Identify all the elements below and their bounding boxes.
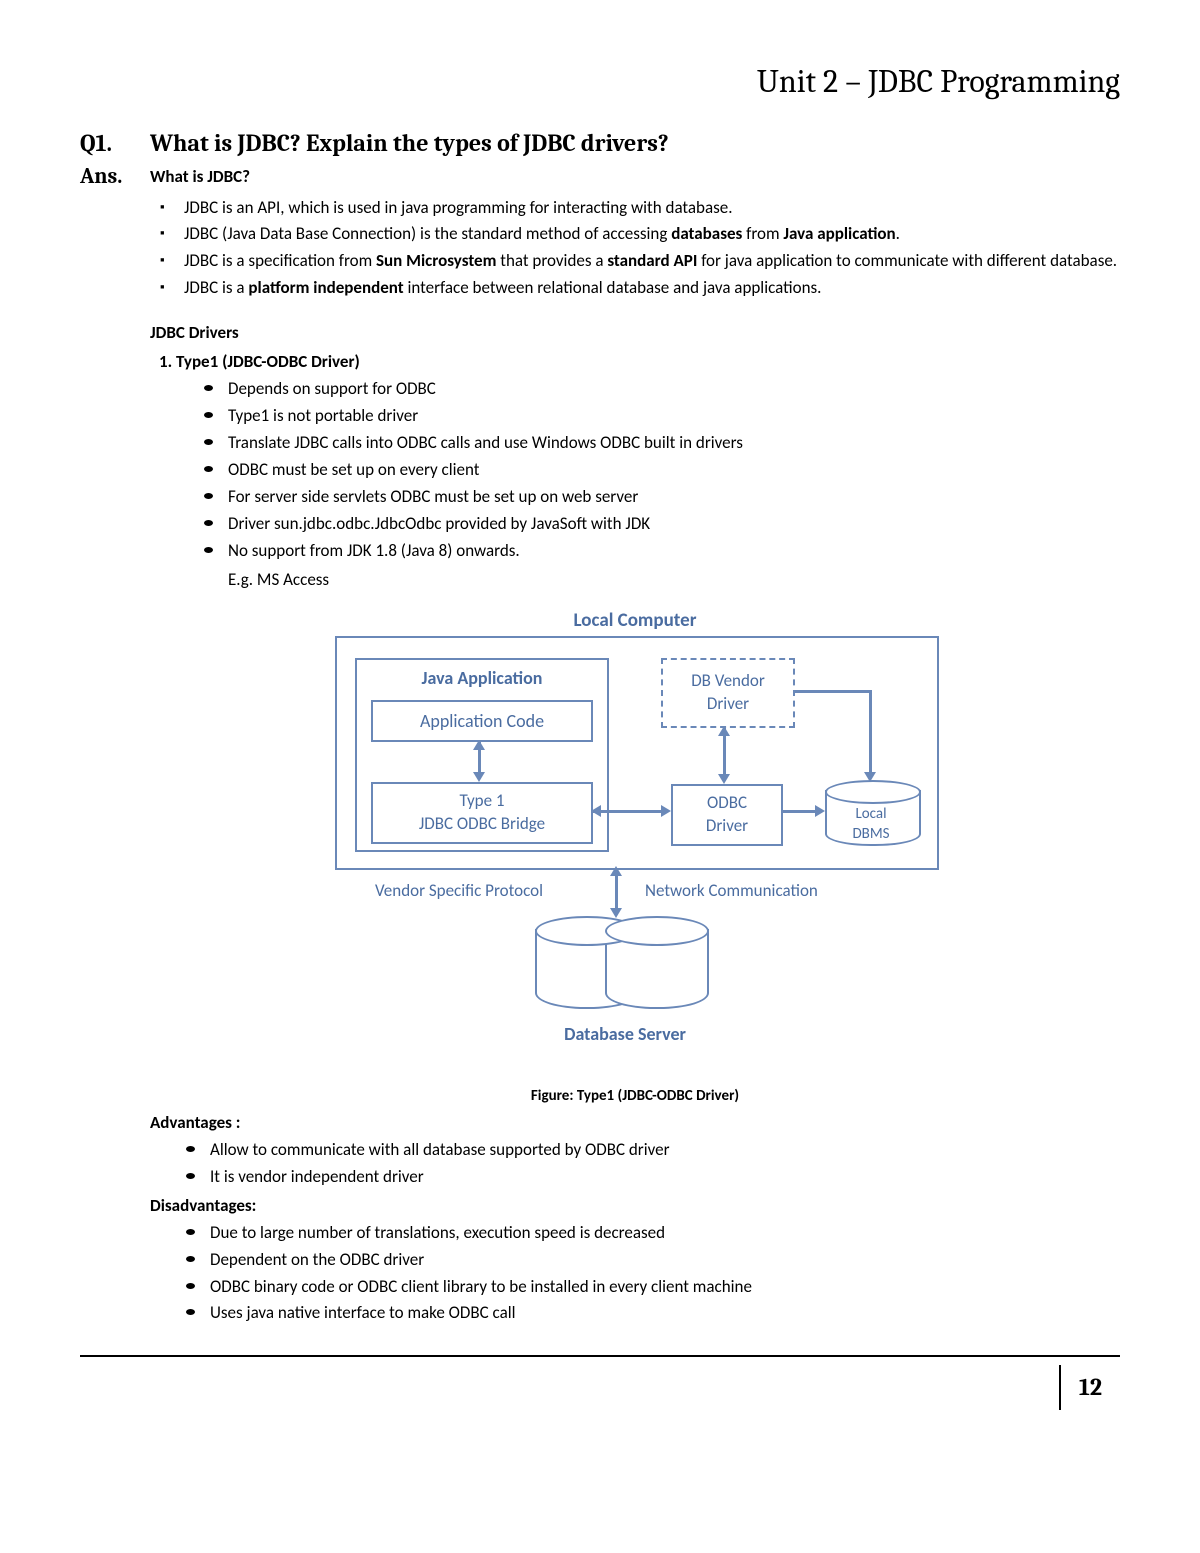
diagram-java-app-label: Java Application bbox=[357, 666, 607, 690]
text: . bbox=[896, 223, 900, 244]
list-item: Type1 is not portable driver bbox=[222, 405, 1120, 428]
list-item: Uses java native interface to make ODBC … bbox=[204, 1302, 1120, 1325]
diagram-odbc-box: ODBC Driver bbox=[671, 784, 783, 846]
drivers-heading: JDBC Drivers bbox=[150, 322, 1120, 345]
text: Driver bbox=[663, 693, 793, 716]
intro-list: JDBC is an API, which is used in java pr… bbox=[150, 197, 1120, 301]
arrow-head-icon bbox=[864, 772, 876, 782]
arrow-head-icon bbox=[610, 908, 622, 918]
arrow-head-icon bbox=[473, 740, 485, 750]
list-item: Translate JDBC calls into ODBC calls and… bbox=[222, 432, 1120, 455]
intro-item: JDBC is a platform independent interface… bbox=[178, 277, 1120, 300]
text: Type 1 bbox=[373, 790, 591, 813]
text: that provides a bbox=[496, 250, 607, 271]
list-item: Driver sun.jdbc.odbc.JdbcOdbc provided b… bbox=[222, 513, 1120, 536]
figure-wrap: Local Computer Java Application Applicat… bbox=[150, 600, 1120, 1106]
arrow-line bbox=[795, 690, 871, 693]
arrow-line bbox=[593, 810, 667, 813]
diagram-nc-label: Network Communication bbox=[645, 880, 818, 903]
bold-text: Sun Microsystem bbox=[376, 250, 496, 271]
list-item: ODBC must be set up on every client bbox=[222, 459, 1120, 482]
text: from bbox=[742, 223, 783, 244]
intro-item: JDBC (Java Data Base Connection) is the … bbox=[178, 223, 1120, 246]
text: Driver bbox=[673, 815, 781, 838]
bold-text: platform independent bbox=[248, 277, 403, 298]
what-is-jdbc-heading: What is JDBC? bbox=[150, 166, 1120, 189]
list-item: Depends on support for ODBC bbox=[222, 378, 1120, 401]
list-item: For server side servlets ODBC must be se… bbox=[222, 486, 1120, 509]
driver-types-list: Type1 (JDBC-ODBC Driver) Depends on supp… bbox=[150, 351, 1120, 591]
text: for java application to communicate with… bbox=[697, 250, 1117, 271]
text: Local bbox=[855, 805, 886, 823]
content-body: JDBC is an API, which is used in java pr… bbox=[150, 197, 1120, 1326]
diagram-bridge-box: Type 1 JDBC ODBC Bridge bbox=[371, 782, 593, 844]
arrow-head-icon bbox=[661, 805, 671, 817]
list-item: ODBC binary code or ODBC client library … bbox=[204, 1276, 1120, 1299]
intro-item: JDBC is an API, which is used in java pr… bbox=[178, 197, 1120, 220]
unit-title: Unit 2 – JDBC Programming bbox=[80, 60, 1120, 103]
arrow-head-icon bbox=[591, 805, 601, 817]
bold-text: Java application bbox=[783, 223, 895, 244]
diagram-app-code-box: Application Code bbox=[371, 700, 593, 742]
bold-text: standard API bbox=[607, 250, 697, 271]
list-item: It is vendor independent driver bbox=[204, 1166, 1120, 1189]
question-row: Q1. What is JDBC? Explain the types of J… bbox=[80, 127, 1120, 159]
diagram-db-server-label: Database Server bbox=[525, 1022, 725, 1046]
text: JDBC ODBC Bridge bbox=[373, 813, 591, 836]
advantages-heading: Advantages : bbox=[150, 1112, 1120, 1135]
text: DB Vendor bbox=[663, 670, 793, 693]
page-footer: 12 bbox=[80, 1355, 1120, 1409]
intro-item: JDBC is a specification from Sun Microsy… bbox=[178, 250, 1120, 273]
list-item: No support from JDK 1.8 (Java 8) onwards… bbox=[222, 540, 1120, 563]
question-label: Q1. bbox=[80, 127, 150, 159]
page-number: 12 bbox=[1059, 1365, 1120, 1409]
type1-diagram: Local Computer Java Application Applicat… bbox=[315, 600, 955, 1080]
arrow-head-icon bbox=[718, 726, 730, 736]
arrow-line bbox=[869, 690, 872, 778]
text: JDBC is a bbox=[184, 277, 248, 298]
answer-label: Ans. bbox=[80, 162, 150, 192]
text: JDBC is a specification from bbox=[184, 250, 376, 271]
arrow-head-icon bbox=[718, 774, 730, 784]
text: ODBC bbox=[673, 792, 781, 815]
list-item: Allow to communicate with all database s… bbox=[204, 1139, 1120, 1162]
bold-text: databases bbox=[671, 223, 742, 244]
diagram-vsp-label: Vendor Specific Protocol bbox=[375, 880, 543, 903]
arrow-head-icon bbox=[473, 772, 485, 782]
diagram-db-vendor-box: DB Vendor Driver bbox=[661, 658, 795, 728]
disadvantages-heading: Disadvantages: bbox=[150, 1195, 1120, 1218]
list-item: Due to large number of translations, exe… bbox=[204, 1222, 1120, 1245]
example-text: E.g. MS Access bbox=[228, 569, 1120, 592]
arrow-head-icon bbox=[610, 866, 622, 876]
type1-points: Depends on support for ODBC Type1 is not… bbox=[176, 378, 1120, 563]
type1-heading: Type1 (JDBC-ODBC Driver) bbox=[176, 351, 360, 372]
list-item: Dependent on the ODBC driver bbox=[204, 1249, 1120, 1272]
question-text: What is JDBC? Explain the types of JDBC … bbox=[150, 127, 669, 159]
text: interface between relational database an… bbox=[404, 277, 822, 298]
advantages-list: Allow to communicate with all database s… bbox=[150, 1139, 1120, 1189]
answer-row: Ans. What is JDBC? bbox=[80, 162, 1120, 193]
diagram-local-dbms-cylinder: Local DBMS bbox=[825, 780, 917, 850]
disadvantages-list: Due to large number of translations, exe… bbox=[150, 1222, 1120, 1326]
text: DBMS bbox=[852, 825, 889, 843]
text: JDBC (Java Data Base Connection) is the … bbox=[184, 223, 671, 244]
figure-caption: Figure: Type1 (JDBC-ODBC Driver) bbox=[150, 1086, 1120, 1106]
type1-item: Type1 (JDBC-ODBC Driver) Depends on supp… bbox=[176, 351, 1120, 591]
arrow-head-icon bbox=[815, 805, 825, 817]
diagram-local-computer-label: Local Computer bbox=[315, 608, 955, 634]
